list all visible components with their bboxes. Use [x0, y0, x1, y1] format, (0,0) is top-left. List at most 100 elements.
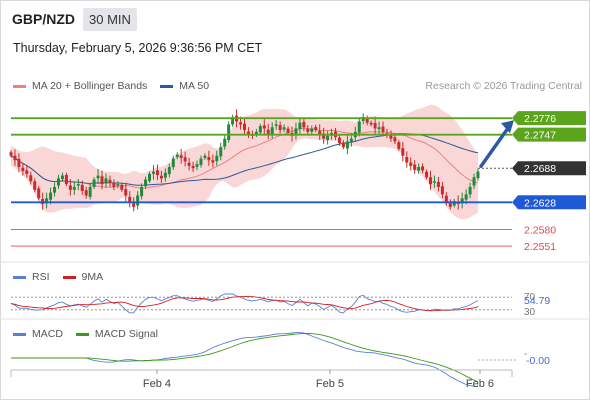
chart-header: GBP/NZD 30 MIN: [12, 7, 137, 31]
candle-body: [243, 123, 246, 131]
candle-body: [100, 176, 104, 185]
candle-body: [187, 162, 191, 166]
candle-body: [207, 157, 211, 161]
legend-label-macd-signal: MACD Signal: [94, 328, 158, 340]
candle-body: [163, 172, 167, 178]
candle-body: [448, 202, 452, 207]
legend-swatch-ma20: [13, 84, 26, 88]
candle-body: [452, 201, 456, 206]
research-credit: Research © 2026 Trading Central: [425, 80, 582, 92]
level-label-2-2551: 2.2551: [524, 241, 556, 253]
candle-body: [239, 122, 243, 125]
candle-body: [345, 141, 349, 149]
legend-label-ma20: MA 20 + Bollinger Bands: [32, 80, 148, 92]
candle-body: [84, 190, 88, 196]
candle-body: [377, 127, 381, 130]
candle-body: [322, 133, 326, 139]
timeframe-badge[interactable]: 30 MIN: [83, 7, 137, 31]
candle-body: [337, 137, 341, 144]
candle-body: [175, 154, 179, 158]
candle-body: [258, 126, 262, 133]
candle-body: [270, 127, 274, 135]
candle-body: [136, 195, 140, 206]
symbol-title: GBP/NZD: [12, 11, 75, 27]
timestamp: Thursday, February 5, 2026 9:36:56 PM CE…: [13, 41, 263, 55]
x-tick-label: Feb 4: [143, 378, 171, 390]
candle-body: [286, 128, 290, 133]
candle-body: [9, 152, 13, 156]
candle-body: [440, 186, 444, 195]
candle-body: [56, 178, 60, 186]
legend-swatch-rsi: [13, 275, 26, 279]
candle-body: [302, 122, 306, 128]
candle-body: [298, 122, 302, 130]
candle-body: [278, 125, 282, 131]
candle-body: [409, 162, 413, 166]
candle-body: [373, 123, 377, 129]
candle-body: [274, 124, 278, 126]
macd-legend: MACD MACD Signal: [13, 328, 171, 340]
legend-item-9ma: 9MA: [62, 271, 104, 283]
candle-body: [432, 181, 436, 183]
candle-body: [318, 130, 322, 135]
candle-body: [421, 166, 425, 171]
candle-body: [223, 138, 227, 147]
level-label-2-2580: 2.2580: [524, 225, 556, 237]
macd-value-label: -0.00: [526, 355, 550, 367]
x-tick-label: Feb 5: [316, 378, 344, 390]
candle-body: [310, 128, 314, 132]
candle-body: [92, 179, 96, 187]
candle-body: [215, 155, 219, 162]
candle-body: [151, 171, 155, 174]
candle-body: [17, 158, 21, 168]
level-badge-2-2688: [512, 161, 586, 176]
candle-body: [13, 155, 17, 161]
candle-body: [219, 147, 223, 157]
candle-body: [96, 175, 100, 179]
legend-item-macd: MACD: [13, 328, 63, 340]
candle-body: [266, 129, 270, 135]
candle-body: [104, 178, 108, 184]
legend-swatch-macd: [13, 332, 26, 336]
candle-body: [405, 157, 409, 163]
candle-body: [199, 158, 203, 165]
candle-body: [25, 170, 29, 174]
candle-body: [64, 174, 68, 185]
candle-body: [468, 186, 472, 195]
candle-body: [389, 134, 393, 139]
candle-body: [179, 155, 183, 158]
candle-body: [68, 185, 72, 190]
candle-body: [381, 126, 385, 132]
legend-swatch-ma50: [160, 84, 174, 88]
candle-body: [401, 148, 405, 156]
candle-body: [282, 127, 286, 130]
candle-body: [385, 133, 389, 135]
candle-body: [120, 184, 124, 190]
candle-body: [365, 118, 369, 123]
legend-label-rsi: RSI: [32, 271, 50, 283]
legend-swatch-9ma: [62, 275, 76, 279]
level-label-2-2747: 2.2747: [524, 130, 556, 142]
candle-body: [148, 173, 152, 181]
candle-body: [231, 117, 235, 125]
rsi-9ma-line: [10, 295, 479, 312]
legend-item-ma50: MA 50: [160, 80, 209, 92]
legend-item-macd-signal: MACD Signal: [75, 328, 158, 340]
rsi-legend: RSI 9MA: [13, 271, 116, 283]
candle-body: [211, 160, 215, 163]
candle-body: [203, 155, 207, 158]
candle-body: [191, 165, 195, 169]
candle-body: [227, 124, 231, 141]
candle-body: [88, 186, 92, 197]
candle-body: [45, 198, 49, 204]
candle-body: [314, 127, 318, 131]
legend-label-9ma: 9MA: [81, 271, 104, 283]
candle-body: [460, 198, 464, 204]
level-label-2-2776: 2.2776: [524, 113, 556, 125]
candle-body: [33, 181, 37, 190]
candle-body: [183, 157, 187, 162]
legend-item-ma20: MA 20 + Bollinger Bands: [13, 80, 147, 92]
candle-body: [341, 142, 345, 148]
macd-axis-label: -: [524, 349, 527, 360]
candle-body: [155, 170, 159, 176]
